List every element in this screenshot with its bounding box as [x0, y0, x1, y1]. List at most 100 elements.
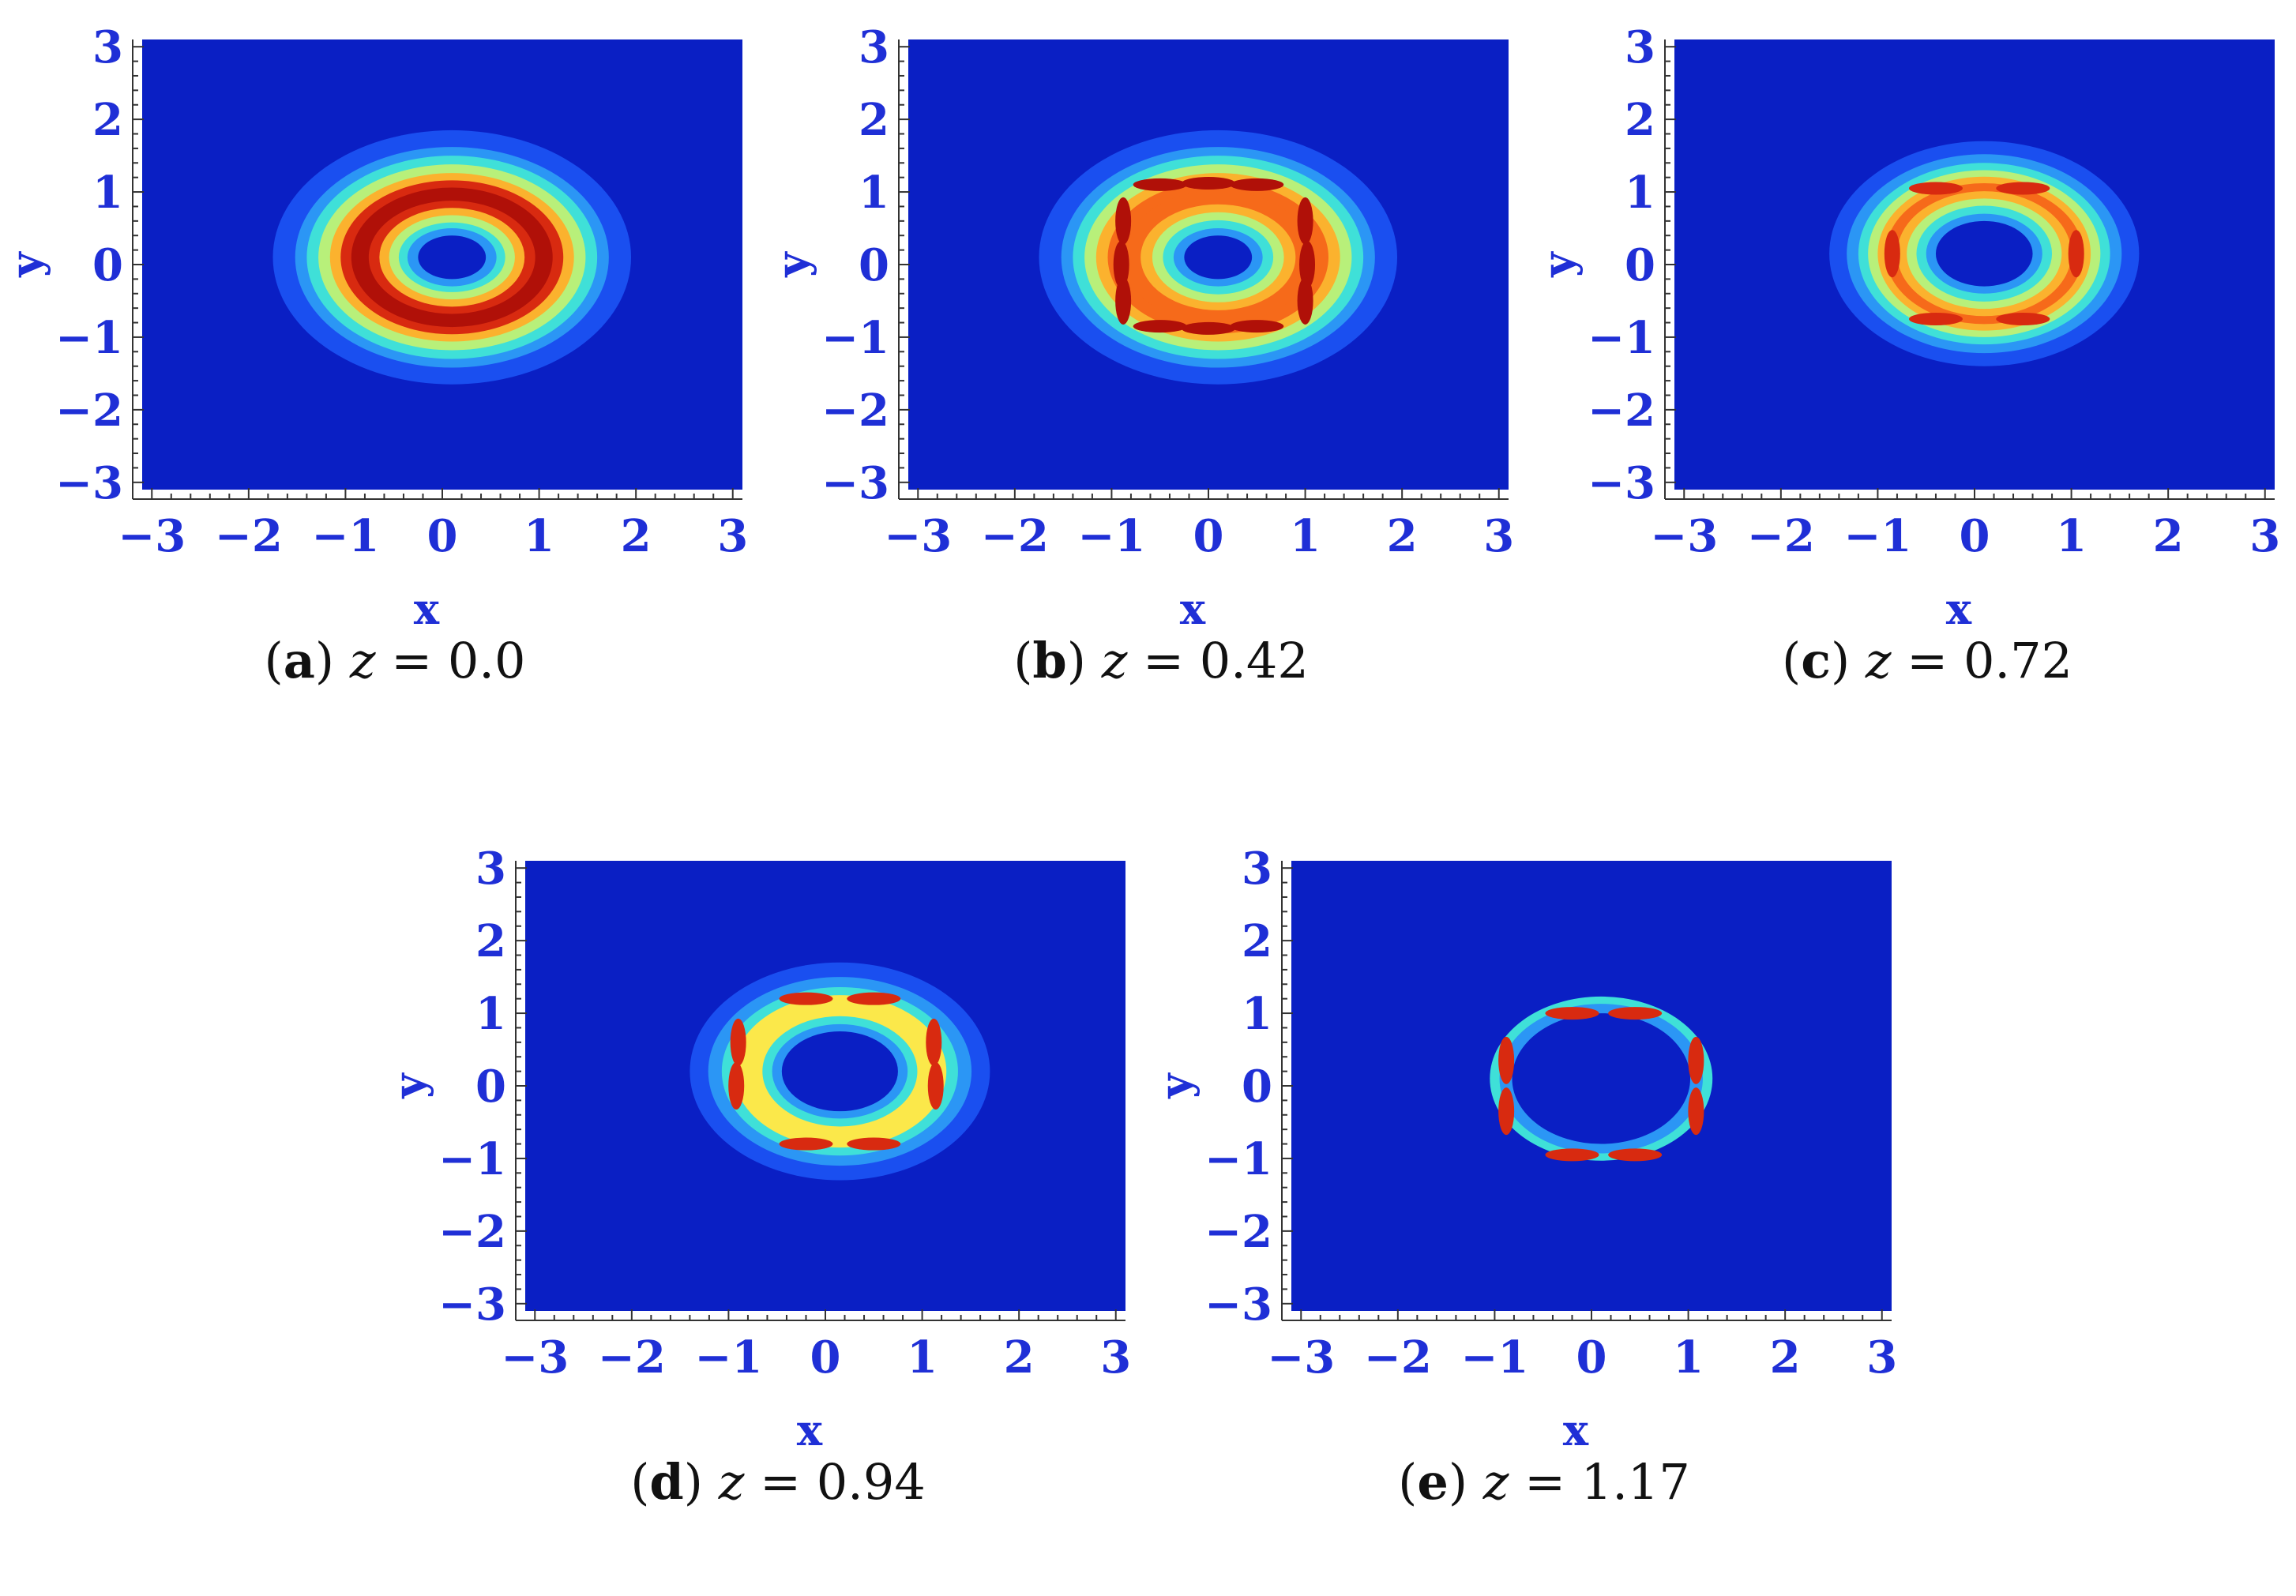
x-tick-label-b: 3 [1483, 510, 1514, 562]
y-tick-label-a: 3 [92, 21, 123, 73]
y-tick-label-b: 3 [859, 21, 889, 73]
y-tick-label-c: 3 [1625, 21, 1655, 73]
x-axis-title-e: x [1563, 1405, 1589, 1455]
peak-d-3 [847, 1137, 901, 1151]
peak-b-6 [1115, 197, 1132, 245]
caption-z-a: 0.0 [447, 632, 526, 689]
peak-c-2 [1908, 312, 1963, 325]
contour-plot-b: −3 −2 −1 0 1 2 3 3 2 1 0 −1 −2 −3 x y [767, 21, 1514, 634]
peak-b-8 [1115, 276, 1132, 325]
panel-a: −3 −2 −1 0 1 2 3 3 2 1 0 −1 −2 −3 x y (a) z = 0.0 [0, 16, 790, 727]
panel-b: −3 −2 −1 0 1 2 3 3 2 1 0 −1 −2 −3 x y (b) z = 0.42 [766, 16, 1556, 727]
peak-d-4 [730, 1018, 746, 1066]
y-tick-label-e: −1 [1204, 1133, 1272, 1185]
y-tick-label-c: 1 [1625, 167, 1655, 219]
peak-c-1 [1996, 182, 2050, 195]
peak-e-1 [1608, 1007, 1663, 1020]
x-tick-label-b: 2 [1387, 510, 1418, 562]
peak-b-3 [1133, 320, 1187, 333]
y-tick-label-e: 2 [1242, 915, 1272, 967]
contour-level-e-2 [1512, 1013, 1691, 1144]
x-tick-label-e: 0 [1576, 1331, 1607, 1384]
peak-d-6 [926, 1018, 942, 1066]
peak-d-0 [779, 992, 833, 1005]
y-axis-title-a: y [1, 251, 51, 278]
peak-c-0 [1908, 182, 1963, 195]
peak-e-2 [1545, 1148, 1599, 1162]
y-tick-label-e: 0 [1242, 1061, 1272, 1113]
peak-b-0 [1133, 178, 1187, 191]
peak-b-9 [1297, 197, 1313, 245]
x-tick-label-d: 3 [1100, 1331, 1131, 1384]
x-tick-label-d: −3 [501, 1331, 569, 1384]
contour-level-c-10 [1935, 220, 2033, 287]
caption-z-c: 0.72 [1963, 632, 2072, 689]
caption-c: (c) z = 0.72 [1782, 632, 2072, 689]
x-tick-label-a: −2 [215, 510, 283, 562]
peak-b-4 [1182, 321, 1235, 335]
x-tick-label-d: −1 [694, 1331, 762, 1384]
contour-level-d-6 [781, 1031, 898, 1112]
caption-letter-e: e [1417, 1453, 1449, 1511]
y-tick-label-c: −1 [1588, 312, 1655, 364]
caption-z-d: 0.94 [816, 1453, 926, 1511]
peak-c-3 [1996, 312, 2050, 325]
contour-plot-d: −3 −2 −1 0 1 2 3 3 2 1 0 −1 −2 −3 x y [384, 843, 1131, 1455]
peak-e-0 [1545, 1007, 1599, 1020]
peak-d-7 [927, 1062, 944, 1110]
x-tick-label-b: −1 [1077, 510, 1145, 562]
x-axis-title-c: x [1946, 584, 1972, 634]
y-tick-label-d: −3 [438, 1279, 506, 1331]
contour-plot-c: −3 −2 −1 0 1 2 3 3 2 1 0 −1 −2 −3 x y [1533, 21, 2280, 634]
y-axis-title-e: y [1150, 1072, 1201, 1099]
y-tick-label-b: −3 [821, 457, 889, 509]
x-tick-label-c: 0 [1960, 510, 1990, 562]
x-tick-label-c: 3 [2249, 510, 2280, 562]
y-tick-label-e: 1 [1242, 988, 1272, 1040]
y-tick-label-e: −2 [1204, 1206, 1272, 1258]
x-tick-label-d: 1 [907, 1331, 938, 1384]
x-tick-label-b: −3 [884, 510, 952, 562]
caption-letter-d: d [649, 1453, 684, 1511]
y-tick-label-b: −2 [821, 385, 889, 437]
peak-b-2 [1230, 178, 1284, 191]
x-tick-label-c: 1 [2056, 510, 2087, 562]
x-tick-label-c: −2 [1747, 510, 1815, 562]
peak-b-11 [1297, 276, 1313, 325]
y-tick-label-a: 1 [92, 167, 123, 219]
y-tick-label-e: 3 [1242, 843, 1272, 895]
peak-b-7 [1113, 241, 1129, 288]
peak-c-4 [1884, 230, 1900, 278]
x-tick-label-e: 2 [1770, 1331, 1801, 1384]
peak-d-5 [728, 1062, 745, 1110]
x-tick-label-c: −3 [1650, 510, 1718, 562]
y-tick-label-b: 0 [859, 239, 889, 291]
x-tick-label-a: −1 [311, 510, 379, 562]
peak-d-1 [847, 992, 901, 1005]
x-tick-label-b: 0 [1193, 510, 1224, 562]
y-tick-label-b: 1 [859, 167, 889, 219]
caption-letter-c: c [1801, 632, 1831, 689]
peak-e-7 [1688, 1087, 1704, 1136]
peak-c-5 [2068, 230, 2084, 278]
x-tick-label-e: −1 [1460, 1331, 1528, 1384]
x-tick-label-a: 3 [717, 510, 748, 562]
panel-d: −3 −2 −1 0 1 2 3 3 2 1 0 −1 −2 −3 x y (d) z = 0.94 [383, 837, 1173, 1548]
contour-plot-e: −3 −2 −1 0 1 2 3 3 2 1 0 −1 −2 −3 x y [1150, 843, 1897, 1455]
x-tick-label-b: −2 [981, 510, 1049, 562]
y-tick-label-c: −2 [1588, 385, 1655, 437]
y-tick-label-c: −3 [1588, 457, 1655, 509]
y-tick-label-d: 0 [475, 1061, 506, 1113]
x-tick-label-d: 0 [810, 1331, 841, 1384]
caption-a: (a) z = 0.0 [264, 632, 526, 689]
x-tick-label-e: 1 [1673, 1331, 1704, 1384]
y-axis-title-d: y [384, 1072, 434, 1099]
x-tick-label-a: 1 [524, 510, 554, 562]
y-tick-label-d: 2 [475, 915, 506, 967]
caption-z-e: 1.17 [1580, 1453, 1690, 1511]
y-tick-label-a: 0 [92, 239, 123, 291]
x-tick-label-c: −1 [1843, 510, 1911, 562]
y-tick-label-d: −2 [438, 1206, 506, 1258]
y-tick-label-a: 2 [92, 94, 123, 146]
x-tick-label-a: 0 [427, 510, 458, 562]
